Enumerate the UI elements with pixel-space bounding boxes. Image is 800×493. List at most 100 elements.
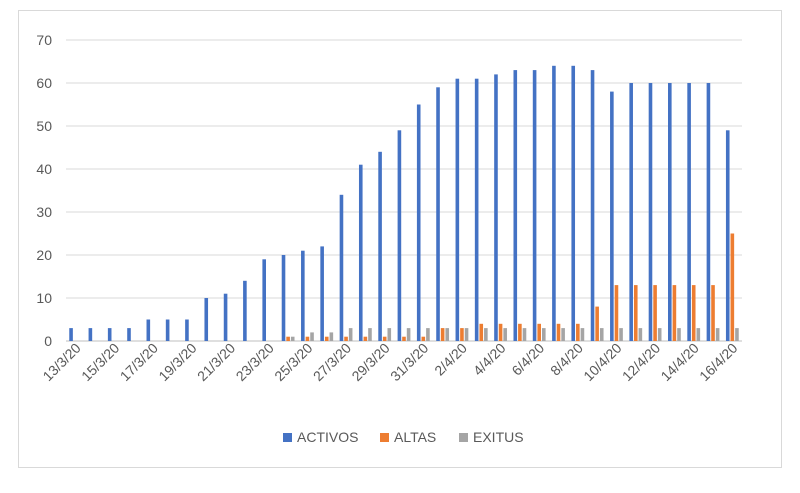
- bar-activos: [648, 83, 653, 341]
- legend-swatch-activos: [283, 433, 292, 442]
- bar-exitus: [290, 336, 295, 341]
- bar-altas: [556, 323, 561, 341]
- bar-exitus: [310, 332, 314, 341]
- bar-activos: [301, 250, 305, 341]
- bar-altas: [576, 323, 580, 341]
- bar-altas: [518, 323, 522, 341]
- bar-exitus: [329, 332, 334, 341]
- bar-altas: [653, 285, 657, 341]
- bar-altas: [286, 336, 290, 341]
- bar-activos: [107, 328, 112, 341]
- bar-activos: [494, 74, 498, 342]
- bar-activos: [610, 91, 614, 341]
- bar-activos: [397, 130, 402, 341]
- bar-activos: [513, 70, 518, 341]
- x-tick-label: 6/4/20: [508, 340, 547, 379]
- bar-activos: [416, 104, 421, 341]
- legend-swatch-exitus: [459, 433, 468, 442]
- bar-altas: [498, 323, 503, 341]
- x-tick-label: 29/3/20: [348, 340, 392, 384]
- bar-activos: [725, 130, 730, 341]
- bar-altas: [595, 306, 599, 341]
- bar-exitus: [599, 328, 604, 341]
- bar-activos: [281, 255, 286, 341]
- x-tick-label: 14/4/20: [657, 340, 701, 384]
- bar-exitus: [735, 328, 739, 341]
- bar-exitus: [561, 328, 565, 341]
- y-tick-label: 10: [36, 290, 52, 306]
- y-tick-label: 40: [36, 161, 52, 177]
- bar-activos: [127, 328, 131, 341]
- bar-exitus: [503, 328, 507, 341]
- bar-exitus: [580, 328, 585, 341]
- y-tick-label: 60: [36, 75, 52, 91]
- bar-activos: [185, 319, 189, 341]
- x-tick-label: 2/4/20: [431, 340, 470, 379]
- bar-altas: [460, 328, 464, 341]
- bar-activos: [552, 65, 556, 342]
- bar-activos: [320, 246, 324, 341]
- bar-activos: [165, 319, 170, 341]
- bar-activos: [455, 78, 460, 341]
- y-tick-label: 30: [36, 204, 52, 220]
- x-tick-label: 21/3/20: [194, 340, 238, 384]
- bar-exitus: [348, 328, 353, 341]
- x-tick-label: 16/4/20: [696, 340, 740, 384]
- legend-swatch-altas: [380, 433, 389, 442]
- x-axis-ticks: 13/3/2015/3/2017/3/2019/3/2021/3/2023/3/…: [39, 340, 740, 384]
- bar-altas: [344, 336, 348, 341]
- bar-exitus: [542, 328, 546, 341]
- bar-altas: [711, 285, 715, 341]
- bar-exitus: [464, 328, 469, 341]
- bar-activos: [436, 87, 440, 341]
- bar-exitus: [445, 328, 450, 341]
- bar-exitus: [638, 328, 643, 341]
- bar-activos: [146, 319, 151, 341]
- legend-label-exitus: EXITUS: [473, 429, 524, 445]
- bar-activos: [590, 70, 595, 341]
- bar-altas: [363, 336, 368, 341]
- bar-altas: [382, 336, 387, 341]
- bar-exitus: [406, 328, 411, 341]
- bar-activos: [474, 78, 479, 341]
- bar-altas: [440, 328, 445, 341]
- bar-activos: [223, 293, 228, 341]
- bar-exitus: [387, 328, 392, 341]
- bar-altas: [691, 285, 696, 341]
- bar-activos: [358, 164, 363, 341]
- bar-exitus: [677, 328, 681, 341]
- bar-exitus: [619, 328, 623, 341]
- x-tick-label: 15/3/20: [78, 340, 122, 384]
- legend: ACTIVOS ALTAS EXITUS: [283, 429, 524, 445]
- bar-activos: [378, 151, 382, 341]
- bar-activos: [706, 83, 711, 341]
- bar-activos: [88, 328, 93, 341]
- x-tick-label: 4/4/20: [470, 340, 509, 379]
- bar-altas: [537, 323, 541, 341]
- legend-label-activos: ACTIVOS: [297, 429, 358, 445]
- bar-activos: [571, 65, 576, 342]
- bar-activos: [629, 83, 633, 341]
- y-tick-label: 20: [36, 247, 52, 263]
- bar-exitus: [715, 328, 720, 341]
- bar-altas: [402, 336, 406, 341]
- bar-activos: [204, 298, 209, 341]
- bar-altas: [614, 285, 619, 341]
- y-axis-ticks: 0 10 20 30 40 50 60 70: [36, 32, 52, 349]
- x-tick-label: 23/3/20: [233, 340, 277, 384]
- bar-altas: [479, 323, 484, 341]
- x-tick-label: 25/3/20: [271, 340, 315, 384]
- y-tick-label: 0: [44, 333, 52, 349]
- bar-activos: [69, 328, 73, 341]
- bar-activos: [262, 259, 266, 341]
- bar-activos: [668, 83, 672, 341]
- gridlines: [66, 39, 742, 342]
- y-tick-label: 70: [36, 32, 52, 48]
- bar-activos: [532, 70, 537, 341]
- bar-exitus: [657, 328, 662, 341]
- bar-activos: [687, 83, 691, 341]
- bar-activos: [339, 194, 344, 341]
- y-tick-label: 50: [36, 118, 52, 134]
- legend-label-altas: ALTAS: [394, 429, 436, 445]
